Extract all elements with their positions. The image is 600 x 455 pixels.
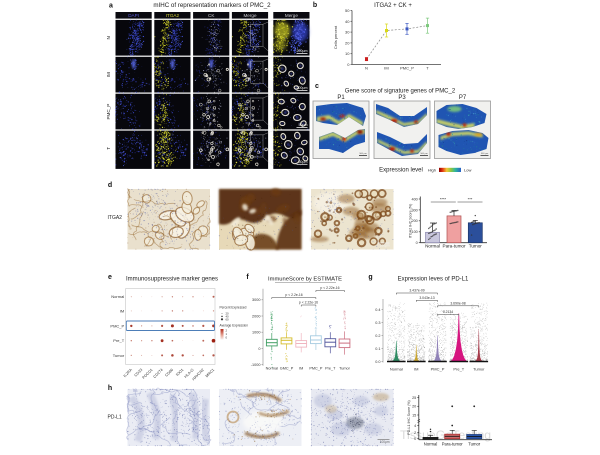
- svg-text:50: 50: [345, 8, 350, 13]
- svg-text:PMC_P: PMC_P: [106, 104, 111, 120]
- svg-text:N: N: [106, 36, 111, 39]
- svg-text:b: b: [313, 2, 317, 9]
- svg-text:40: 40: [345, 19, 350, 24]
- svg-text:IM: IM: [106, 72, 111, 77]
- svg-text:ITGA2: ITGA2: [166, 13, 180, 18]
- svg-text:a: a: [109, 3, 113, 10]
- svg-text:DAPI: DAPI: [128, 13, 139, 18]
- svg-text:Merge: Merge: [285, 13, 298, 18]
- svg-text:T: T: [106, 147, 111, 150]
- svg-text:20: 20: [345, 40, 350, 45]
- svg-text:10: 10: [345, 51, 350, 56]
- svg-text:30: 30: [345, 30, 350, 35]
- svg-text:200μm: 200μm: [296, 49, 307, 53]
- svg-text:Cells percent: Cells percent: [333, 25, 338, 49]
- svg-text:CK: CK: [208, 13, 215, 18]
- svg-text:mIHC of representation markers: mIHC of representation markers of PMC_2: [153, 2, 271, 9]
- svg-text:50μm: 50μm: [298, 160, 307, 164]
- svg-text:N: N: [365, 66, 368, 71]
- svg-text:200μm: 200μm: [296, 86, 307, 90]
- svg-text:50μm: 50μm: [298, 123, 307, 127]
- svg-text:ITGA2 + CK +: ITGA2 + CK +: [374, 3, 412, 9]
- svg-text:Merge: Merge: [243, 13, 256, 18]
